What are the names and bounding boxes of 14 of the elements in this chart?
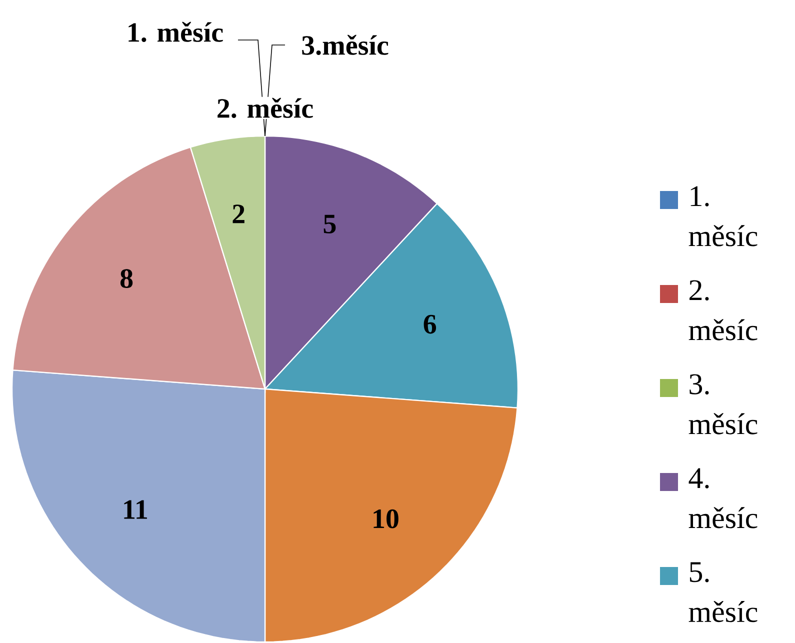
data-label: 5: [324, 214, 336, 234]
legend-label: 1. měsíc: [688, 186, 758, 246]
data-label: 10: [374, 509, 398, 528]
legend-label: 3. měsíc: [688, 374, 758, 434]
legend-label: 2. měsíc: [688, 280, 758, 340]
text: 2. měsíc: [218, 98, 313, 118]
data-label: 6: [424, 314, 436, 334]
data-label: 2: [232, 204, 244, 224]
text: 3.měsíc: [302, 34, 388, 56]
legend-label: 4. měsíc: [688, 468, 758, 528]
data-label: 8: [120, 269, 133, 288]
text: 1. měsíc: [128, 22, 223, 42]
legend-label: 5. měsíc: [688, 562, 758, 622]
data-label: 11: [124, 500, 147, 519]
